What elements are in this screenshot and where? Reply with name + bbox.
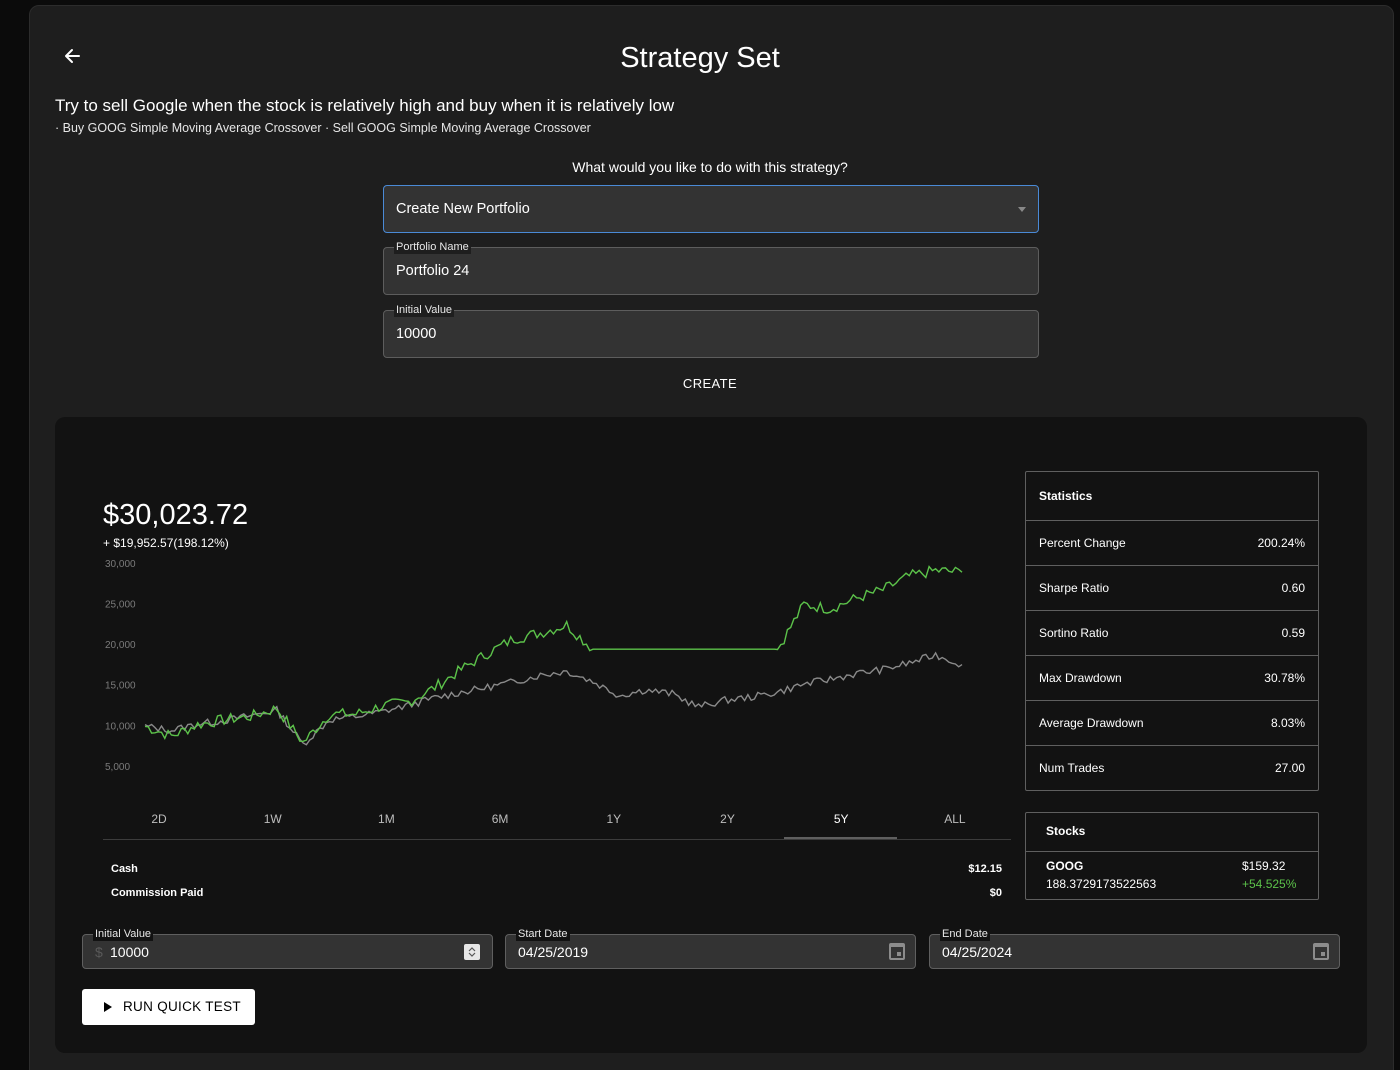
- portfolio-name-label: Portfolio Name: [394, 240, 471, 254]
- portfolio-name-value: Portfolio 24: [396, 263, 470, 279]
- commission-value: $0: [989, 887, 1002, 899]
- y-tick-label: 5,000: [105, 762, 130, 773]
- divider: [1026, 851, 1318, 852]
- range-tab-1w[interactable]: 1W: [263, 812, 282, 826]
- calendar-icon[interactable]: [1313, 943, 1329, 960]
- strategy-rules: · Buy GOOG Simple Moving Average Crossov…: [55, 121, 591, 135]
- stepper-icon[interactable]: [464, 944, 480, 960]
- stat-row: Average Drawdown 8.03%: [1026, 700, 1318, 745]
- range-tab-2d[interactable]: 2D: [151, 812, 167, 826]
- range-tab-all[interactable]: ALL: [944, 812, 966, 826]
- stat-row: Num Trades 27.00: [1026, 745, 1318, 790]
- stat-value: 30.78%: [1264, 671, 1305, 685]
- stock-shares: 188.3729173522563: [1046, 877, 1157, 891]
- run-quick-test-button[interactable]: RUN QUICK TEST: [82, 989, 255, 1025]
- end-date-value: 04/25/2024: [942, 944, 1013, 960]
- range-tab-1m[interactable]: 1M: [378, 812, 395, 826]
- back-button[interactable]: [62, 45, 84, 67]
- backtest-initial-value: 10000: [110, 944, 149, 960]
- action-question: What would you like to do with this stra…: [572, 159, 848, 175]
- y-tick-label: 30,000: [105, 559, 136, 570]
- stock-symbol: GOOG: [1046, 859, 1084, 873]
- action-select[interactable]: Create New Portfolio: [383, 185, 1039, 233]
- stat-row: Max Drawdown 30.78%: [1026, 655, 1318, 700]
- strategy-line: [144, 565, 963, 743]
- stat-label: Percent Change: [1039, 536, 1126, 550]
- create-button[interactable]: CREATE: [682, 376, 738, 391]
- portfolio-value: $30,023.72: [103, 499, 249, 531]
- stock-change: +54.525%: [1242, 877, 1297, 891]
- end-date-label: End Date: [940, 927, 990, 941]
- initial-value-label: Initial Value: [394, 303, 455, 317]
- calendar-icon[interactable]: [889, 943, 905, 960]
- backtest-initial-value-label: Initial Value: [93, 927, 154, 941]
- end-date-input[interactable]: End Date 04/25/2024: [929, 927, 1340, 969]
- stat-value: 200.24%: [1257, 536, 1305, 550]
- stat-value: 0.60: [1281, 581, 1305, 595]
- stat-row: Sharpe Ratio 0.60: [1026, 565, 1318, 610]
- y-tick-label: 20,000: [105, 640, 136, 651]
- stat-value: 27.00: [1274, 761, 1305, 775]
- stat-row: Sortino Ratio 0.59: [1026, 610, 1318, 655]
- start-date-label: Start Date: [516, 927, 570, 941]
- range-tab-5y[interactable]: 5Y: [833, 812, 849, 826]
- stocks-table: Stocks GOOG 188.3729173522563 $159.32 +5…: [1025, 812, 1319, 900]
- run-quick-test-label: RUN QUICK TEST: [123, 999, 241, 1014]
- stat-label: Sharpe Ratio: [1039, 581, 1110, 595]
- y-tick-label: 10,000: [105, 721, 136, 732]
- statistics-title: Statistics: [1039, 489, 1093, 503]
- stocks-title: Stocks: [1046, 824, 1086, 838]
- range-tab-1y[interactable]: 1Y: [606, 812, 622, 826]
- initial-value-value: 10000: [396, 326, 437, 342]
- backtest-initial-value-input[interactable]: Initial Value $ 10000: [82, 927, 493, 969]
- initial-value-field[interactable]: Initial Value 10000: [383, 303, 1039, 358]
- cash-value: $12.15: [968, 863, 1002, 875]
- benchmark-line: [144, 651, 963, 746]
- page-title: Strategy Set: [620, 42, 780, 74]
- y-tick-label: 15,000: [105, 681, 136, 692]
- y-tick-label: 25,000: [105, 600, 136, 611]
- arrow-left-icon: [65, 49, 80, 63]
- start-date-input[interactable]: Start Date 04/25/2019: [505, 927, 916, 969]
- range-tab-2y[interactable]: 2Y: [720, 812, 735, 826]
- divider: [103, 839, 1011, 840]
- start-date-value: 04/25/2019: [518, 944, 589, 960]
- cash-label: Cash: [111, 863, 138, 875]
- action-select-value: Create New Portfolio: [396, 201, 530, 217]
- stat-value: 8.03%: [1270, 716, 1305, 730]
- stock-price: $159.32: [1242, 859, 1286, 873]
- stat-label: Sortino Ratio: [1039, 626, 1109, 640]
- range-tab-6m[interactable]: 6M: [491, 812, 509, 826]
- stat-row: Percent Change 200.24%: [1026, 520, 1318, 565]
- portfolio-name-field[interactable]: Portfolio Name Portfolio 24: [383, 240, 1039, 295]
- performance-chart: 30,000 25,000 20,000 15,000 10,000 5,000: [105, 559, 963, 773]
- stat-label: Max Drawdown: [1039, 671, 1122, 685]
- portfolio-change: + $19,952.57(198.12%): [103, 536, 229, 550]
- chevron-down-icon: [1018, 207, 1026, 212]
- commission-label: Commission Paid: [111, 887, 204, 899]
- stat-label: Average Drawdown: [1039, 716, 1144, 730]
- strategy-description: Try to sell Google when the stock is rel…: [55, 96, 675, 115]
- statistics-table: Statistics Percent Change 200.24% Sharpe…: [1025, 471, 1319, 791]
- active-tab-indicator: [784, 837, 897, 839]
- play-icon: [104, 1002, 112, 1012]
- currency-prefix: $: [95, 944, 103, 960]
- stat-value: 0.59: [1281, 626, 1305, 640]
- stat-label: Num Trades: [1039, 761, 1105, 775]
